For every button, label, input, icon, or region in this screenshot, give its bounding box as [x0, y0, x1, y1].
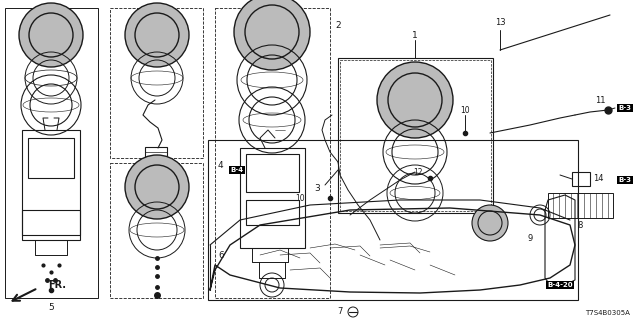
Text: 14: 14 [593, 173, 604, 182]
Text: 10: 10 [460, 106, 470, 115]
Bar [28, 138, 74, 178]
Text: B-3: B-3 [618, 177, 632, 183]
Text: 7: 7 [337, 308, 342, 316]
Text: 9: 9 [527, 234, 532, 243]
Text: 6: 6 [218, 251, 224, 260]
Bar [22, 130, 80, 240]
Text: 13: 13 [495, 18, 506, 27]
Text: T7S4B0305A: T7S4B0305A [585, 310, 630, 316]
Bar [572, 172, 590, 186]
Text: 3: 3 [314, 183, 320, 193]
Bar [110, 163, 203, 298]
Text: 8: 8 [577, 220, 582, 229]
Bar [208, 140, 578, 300]
Bar [5, 8, 98, 298]
Bar [340, 60, 491, 211]
Text: 11: 11 [595, 95, 605, 105]
Text: 4: 4 [218, 161, 223, 170]
Circle shape [472, 205, 508, 241]
Bar [240, 148, 305, 248]
Bar [145, 147, 167, 159]
Text: 1: 1 [412, 30, 418, 39]
Bar [246, 200, 299, 225]
Circle shape [234, 0, 310, 70]
Circle shape [19, 3, 83, 67]
Text: 12: 12 [413, 167, 423, 177]
Bar [215, 8, 330, 298]
Text: FR.: FR. [48, 280, 66, 290]
Bar [110, 8, 203, 158]
Circle shape [125, 3, 189, 67]
Text: B-3: B-3 [618, 105, 632, 111]
Text: B-4: B-4 [230, 167, 244, 173]
Text: B-4-20: B-4-20 [547, 282, 573, 288]
Circle shape [125, 155, 189, 219]
Bar [338, 58, 493, 213]
Bar [22, 210, 80, 235]
Text: 2: 2 [335, 20, 340, 29]
Bar [548, 193, 613, 218]
Circle shape [377, 62, 453, 138]
Text: 5: 5 [48, 303, 54, 313]
Text: 10: 10 [296, 194, 305, 203]
Bar [246, 154, 299, 192]
